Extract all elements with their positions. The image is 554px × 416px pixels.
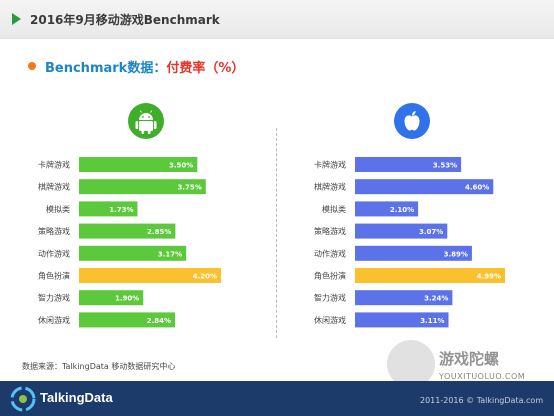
- bullet-dot-icon: [28, 62, 36, 70]
- data-label: 3.07%: [419, 228, 443, 236]
- data-label: 1.90%: [115, 295, 139, 303]
- category-label: 棋牌游戏: [314, 182, 346, 192]
- bar: [355, 290, 453, 306]
- category-label: 动作游戏: [38, 248, 70, 258]
- watermark-text: 游戏陀螺: [439, 350, 500, 368]
- section-metric: 付费率（%）: [166, 61, 245, 76]
- bar: [355, 157, 462, 172]
- category-label: 策略游戏: [314, 226, 346, 236]
- data-label: 3.11%: [420, 317, 444, 325]
- data-label: 3.17%: [158, 250, 182, 258]
- bar: [79, 268, 221, 283]
- data-source: 数据来源：TalkingData 移动数据研究中心: [22, 362, 176, 371]
- android-bar-chart: 卡牌游戏 3.50% 棋牌游戏 3.75% 模拟类 1.73% 策略游戏 2.85% 动作游戏 3…: [38, 157, 221, 328]
- bar: [79, 157, 198, 172]
- bar: [79, 312, 176, 328]
- chart-divider: [276, 128, 277, 338]
- category-label: 棋牌游戏: [38, 182, 70, 192]
- section-heading: Benchmark数据：付费率（%）: [45, 57, 244, 76]
- category-label: 卡牌游戏: [314, 160, 346, 170]
- data-label: 3.50%: [169, 162, 193, 170]
- bar: [79, 179, 206, 195]
- bar: [355, 312, 449, 328]
- bar: [355, 201, 419, 217]
- header-bar: 2016年9月移动游戏Benchmark: [0, 0, 554, 39]
- category-label: 角色扮演: [314, 271, 346, 281]
- apple-badge: [394, 103, 430, 139]
- category-label: 智力游戏: [38, 293, 70, 303]
- bar: [355, 223, 448, 239]
- data-label: 3.89%: [444, 250, 468, 258]
- bar: [79, 223, 176, 239]
- gyro-logo-icon: [387, 340, 435, 388]
- play-arrow-icon: [12, 13, 21, 25]
- watermark: 游戏陀螺 YOUXITUOLUO.COM: [387, 340, 547, 400]
- bar: [79, 290, 144, 306]
- apple-icon: [404, 111, 420, 131]
- brand-logo: TalkingData: [40, 390, 113, 405]
- section-heading-text: Benchmark数据：: [45, 61, 167, 76]
- ios-bar-chart: 卡牌游戏 3.53% 棋牌游戏 4.60% 模拟类 2.10% 策略游戏 3.07% 动作游戏 3…: [314, 157, 505, 328]
- bar: [79, 245, 187, 261]
- page-title: 2016年9月移动游戏Benchmark: [30, 13, 220, 27]
- data-label: 2.84%: [147, 317, 171, 325]
- data-label: 4.60%: [465, 184, 489, 192]
- talkingdata-logo-icon: [10, 386, 36, 412]
- data-label: 4.20%: [193, 273, 217, 281]
- category-label: 动作游戏: [314, 248, 346, 258]
- data-label: 2.85%: [147, 228, 171, 236]
- data-label: 3.75%: [177, 184, 201, 192]
- category-label: 角色扮演: [38, 271, 70, 281]
- category-label: 模拟类: [46, 204, 70, 214]
- category-label: 策略游戏: [38, 226, 70, 236]
- data-label: 4.99%: [477, 273, 501, 281]
- data-label: 3.53%: [433, 162, 457, 170]
- watermark-url: YOUXITUOLUO.COM: [439, 372, 526, 381]
- footer-bar: [0, 381, 554, 416]
- category-label: 休闲游戏: [314, 315, 346, 325]
- bar: [79, 201, 138, 217]
- category-label: 休闲游戏: [38, 315, 70, 325]
- bar: [355, 179, 494, 195]
- category-label: 智力游戏: [314, 293, 346, 303]
- android-icon: [135, 110, 157, 134]
- bar: [355, 245, 472, 261]
- data-label: 1.73%: [109, 206, 133, 214]
- category-label: 模拟类: [322, 204, 346, 214]
- bar: [355, 268, 505, 283]
- data-label: 2.10%: [390, 206, 414, 214]
- android-badge: [128, 103, 164, 139]
- copyright: 2011-2016 © TalkingData.com: [420, 396, 544, 405]
- data-label: 3.24%: [424, 295, 448, 303]
- category-label: 卡牌游戏: [38, 160, 70, 170]
